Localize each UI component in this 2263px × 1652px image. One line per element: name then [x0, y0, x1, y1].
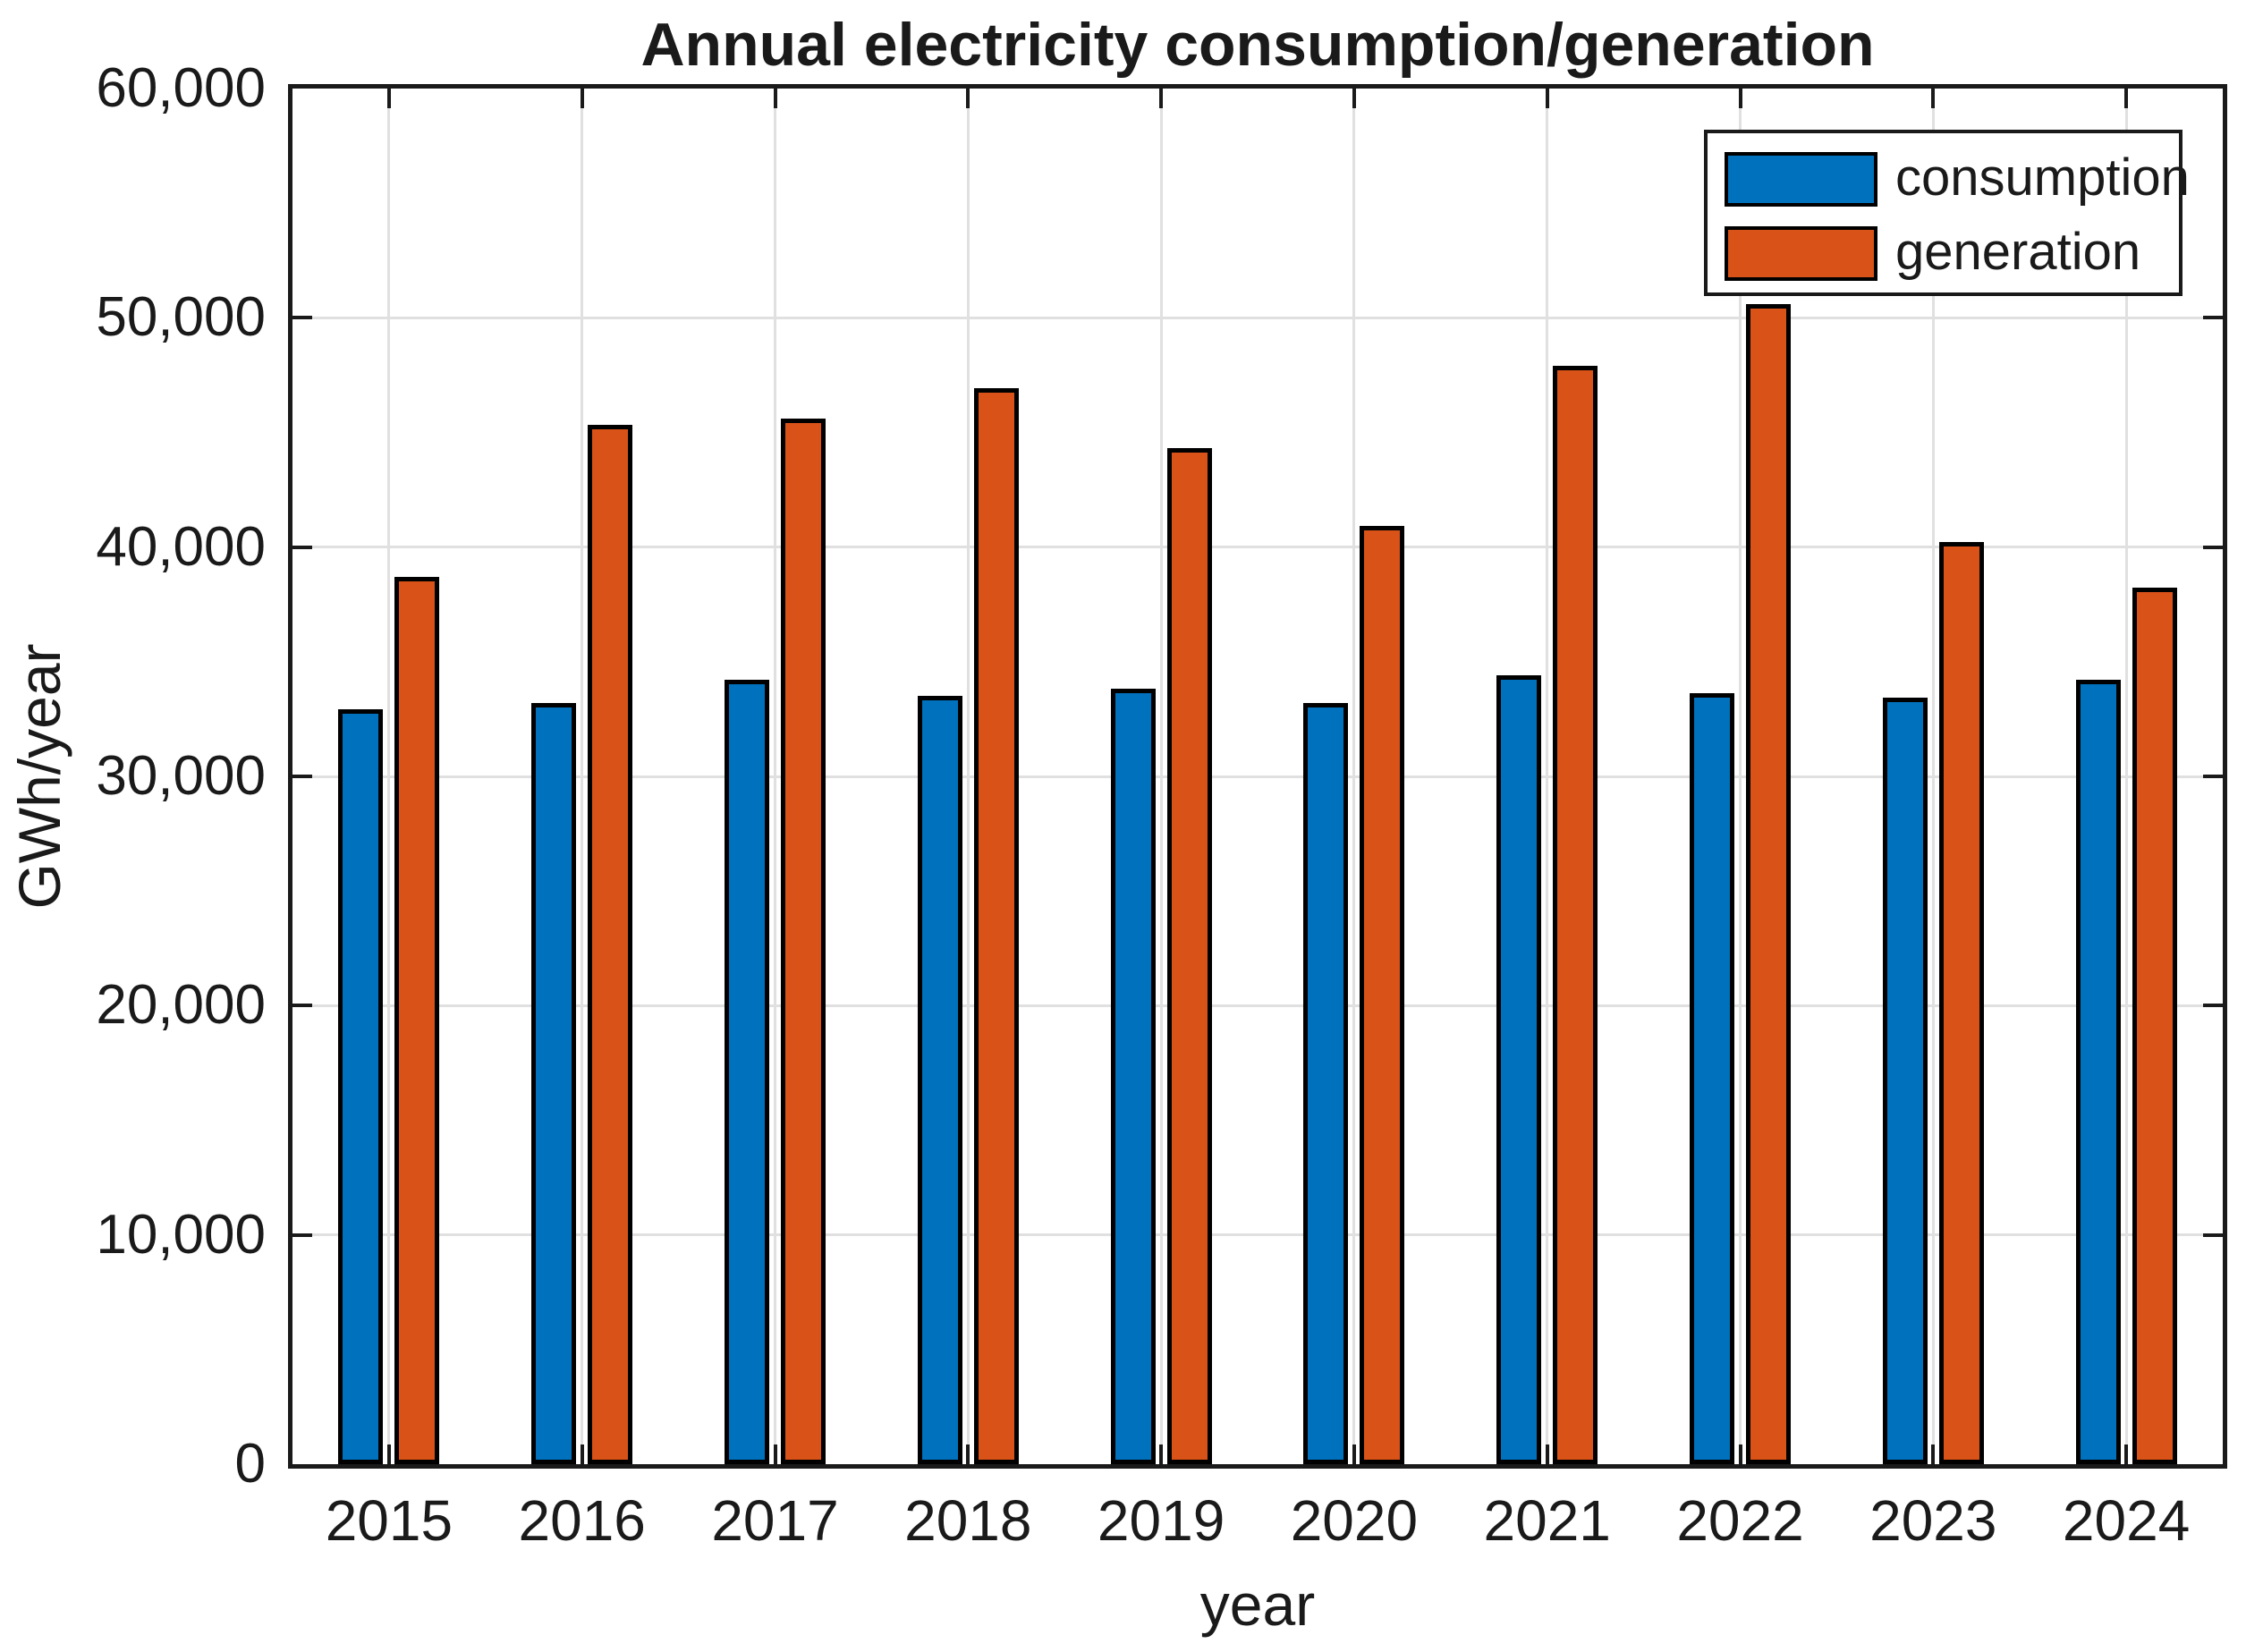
x-tick-mark [1352, 1444, 1356, 1464]
y-tick-label: 40,000 [96, 515, 266, 578]
x-tick-mark [1159, 89, 1164, 108]
x-tick-mark [1931, 89, 1936, 108]
bar-consumption-2018 [917, 696, 962, 1464]
x-tick-mark [966, 1444, 970, 1464]
x-tick-label: 2017 [711, 1488, 839, 1553]
y-tick-mark [2203, 316, 2223, 320]
x-tick-mark [1159, 1444, 1164, 1464]
legend-label-consumption: consumption [1895, 148, 2190, 207]
v-gridline [387, 89, 391, 1464]
bar-generation-2020 [1360, 526, 1405, 1464]
v-gridline [1546, 89, 1549, 1464]
bar-generation-2021 [1553, 366, 1598, 1464]
x-tick-mark [386, 1444, 391, 1464]
x-tick-mark [1738, 89, 1742, 108]
x-tick-label: 2020 [1290, 1488, 1419, 1553]
v-gridline [581, 89, 584, 1464]
bar-generation-2024 [2132, 588, 2177, 1464]
x-tick-label: 2021 [1483, 1488, 1611, 1553]
y-tick-mark [2203, 775, 2223, 778]
x-tick-mark [580, 89, 584, 108]
bar-consumption-2023 [1882, 698, 1928, 1464]
v-gridline [1159, 89, 1163, 1464]
x-tick-label: 2023 [1869, 1488, 1997, 1553]
bar-consumption-2022 [1690, 693, 1734, 1464]
consumption-swatch [1725, 152, 1877, 207]
x-tick-label: 2024 [2062, 1488, 2191, 1553]
x-tick-mark [1931, 1444, 1936, 1464]
x-tick-mark [580, 1444, 584, 1464]
x-tick-mark [1352, 89, 1356, 108]
x-tick-label: 2015 [325, 1488, 453, 1553]
x-tick-mark [2124, 1444, 2129, 1464]
v-gridline [1739, 89, 1742, 1464]
bar-generation-2015 [394, 577, 440, 1464]
x-tick-mark [386, 89, 391, 108]
y-tick-mark [2203, 1004, 2223, 1008]
legend-row-consumption: consumption [1708, 148, 2190, 211]
y-tick-mark [292, 775, 312, 778]
bar-generation-2016 [588, 425, 633, 1464]
x-tick-mark [773, 89, 777, 108]
bar-consumption-2021 [1496, 675, 1542, 1464]
v-gridline [1931, 89, 1935, 1464]
bar-consumption-2016 [531, 703, 577, 1464]
legend-row-generation: generation [1708, 223, 2179, 285]
x-tick-mark [1738, 1444, 1742, 1464]
bar-generation-2023 [1938, 542, 1984, 1464]
v-gridline [1352, 89, 1356, 1464]
y-tick-label: 20,000 [96, 974, 266, 1037]
v-gridline [966, 89, 970, 1464]
y-tick-mark [2203, 545, 2223, 549]
legend-label-generation: generation [1895, 223, 2141, 281]
bar-consumption-2024 [2075, 680, 2121, 1464]
bar-generation-2022 [1746, 304, 1791, 1464]
y-tick-mark [292, 1004, 312, 1008]
x-tick-mark [773, 1444, 777, 1464]
y-tick-mark [292, 545, 312, 549]
v-gridline [774, 89, 776, 1464]
chart-title: Annual electricity consumption/generatio… [640, 11, 1875, 79]
y-tick-label: 60,000 [96, 57, 266, 119]
y-tick-label: 50,000 [96, 286, 266, 349]
x-tick-label: 2018 [904, 1488, 1032, 1553]
v-gridline [2124, 89, 2128, 1464]
y-tick-mark [292, 316, 312, 320]
bar-consumption-2019 [1110, 689, 1156, 1464]
generation-swatch [1725, 226, 1877, 281]
bar-generation-2017 [781, 419, 826, 1464]
x-tick-mark [1545, 1444, 1549, 1464]
plot-area [288, 84, 2227, 1469]
x-tick-mark [966, 89, 970, 108]
y-tick-label: 10,000 [96, 1203, 266, 1266]
x-tick-label: 2019 [1097, 1488, 1225, 1553]
x-tick-label: 2016 [518, 1488, 646, 1553]
y-tick-label: 0 [234, 1433, 266, 1495]
legend: consumption generation [1704, 130, 2190, 296]
bar-consumption-2020 [1303, 703, 1349, 1464]
x-tick-mark [2124, 89, 2129, 108]
h-gridline [292, 546, 2223, 549]
h-gridline [292, 775, 2223, 778]
x-tick-mark [1545, 89, 1549, 108]
bar-generation-2019 [1166, 448, 1212, 1464]
y-tick-label: 30,000 [96, 745, 266, 807]
x-axis-label: year [1199, 1572, 1316, 1638]
bar-consumption-2017 [725, 680, 769, 1464]
y-tick-mark [292, 1233, 312, 1237]
h-gridline [292, 1004, 2223, 1007]
bar-generation-2018 [973, 388, 1019, 1464]
y-tick-mark [2203, 1233, 2223, 1237]
bar-consumption-2015 [338, 709, 384, 1464]
x-tick-label: 2022 [1676, 1488, 1804, 1553]
h-gridline [292, 316, 2223, 319]
h-gridline [292, 1233, 2223, 1237]
